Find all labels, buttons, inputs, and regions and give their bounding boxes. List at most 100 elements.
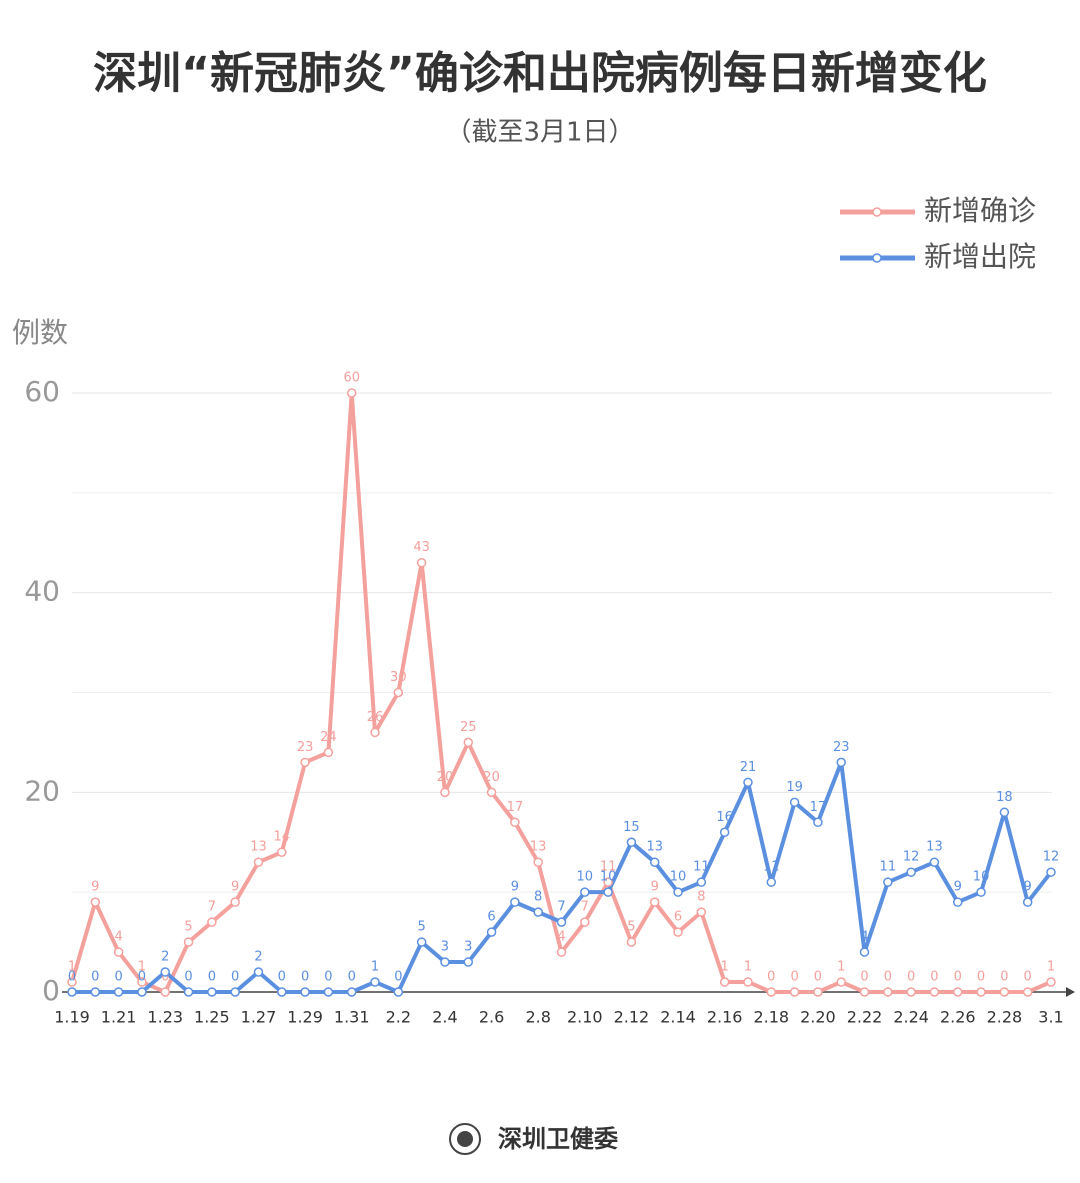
data-label: 0 [184,970,192,985]
data-point [113,947,124,957]
data-label: 4 [860,930,868,945]
data-point [556,947,567,957]
data-point [673,887,683,897]
data-point [253,967,264,977]
data-point [859,987,870,997]
data-point [1046,977,1056,987]
data-label: 15 [623,820,640,835]
x-tick-label: 1.31 [334,1008,370,1027]
y-axis-label: 例数 [12,316,68,349]
data-label: 0 [324,970,332,985]
data-point [766,877,777,887]
data-point [183,937,194,947]
data-label: 8 [534,890,542,905]
data-label: 21 [740,760,757,775]
data-point [789,797,800,808]
x-tick-label: 2.28 [987,1008,1023,1027]
data-point [556,917,567,927]
data-label: 9 [91,880,99,895]
data-point [603,877,613,887]
data-label: 24 [320,730,337,745]
data-label: 0 [91,970,99,985]
data-label: 0 [138,970,146,985]
x-tick-label: 2.6 [479,1008,504,1027]
data-label: 9 [954,880,962,895]
data-label: 3 [464,940,472,955]
data-point [789,987,800,997]
x-tick-label: 2.18 [753,1008,789,1027]
data-label: 18 [996,790,1013,805]
x-tick-label: 2.26 [940,1008,976,1027]
data-label: 5 [627,920,635,935]
data-point [719,827,730,838]
data-label: 0 [814,970,822,985]
data-point [673,927,683,937]
data-label: 0 [767,970,775,985]
data-point [207,917,217,927]
data-point [300,987,310,997]
data-label: 13 [926,840,943,855]
data-label: 0 [394,970,402,985]
data-point [1022,897,1033,907]
data-label: 9 [231,880,239,895]
data-point [137,987,147,997]
data-label: 0 [278,970,286,985]
data-point [510,897,520,907]
chart-subtitle: （截至3月1日） [445,118,634,148]
data-label: 8 [697,890,705,905]
data-label: 26 [367,710,384,725]
data-label: 5 [418,920,426,935]
data-point [370,727,380,738]
data-point [603,887,613,897]
data-label: 5 [184,920,192,935]
data-point [253,857,264,867]
data-label: 16 [716,810,733,825]
data-point [580,917,590,927]
data-label: 6 [487,910,495,925]
x-tick-label: 2.8 [525,1008,550,1027]
data-label: 1 [371,960,379,975]
data-point [137,977,147,987]
data-point [649,857,660,867]
data-label: 30 [390,670,407,685]
data-point [533,907,543,917]
data-point [486,927,497,937]
data-point [463,737,474,748]
data-label: 1 [837,960,845,975]
x-tick-label: 3.1 [1038,1008,1063,1027]
data-point [859,947,870,957]
data-point [976,887,986,897]
data-label: 0 [907,970,915,985]
data-label: 1 [744,960,752,975]
legend-label: 新增确诊 [924,194,1036,227]
data-point [230,987,240,997]
data-label: 4 [114,930,122,945]
data-label: 17 [507,800,524,815]
data-point [277,847,287,857]
data-point [393,987,404,997]
data-point [393,687,404,698]
data-point [999,987,1010,997]
data-label: 7 [557,900,565,915]
data-point [440,957,450,967]
data-point [67,977,77,987]
data-label: 3 [441,940,449,955]
data-point [346,987,357,997]
data-label: 9 [511,880,519,895]
data-label: 1 [1047,960,1055,975]
data-label: 2 [161,950,169,965]
x-tick-label: 1.27 [241,1008,277,1027]
data-label: 6 [674,910,682,925]
data-point [929,987,940,997]
data-point [346,388,357,398]
data-label: 13 [646,840,663,855]
y-tick-label: 20 [24,774,60,807]
data-label: 0 [208,970,216,985]
x-tick-label: 2.16 [707,1008,743,1027]
data-point [696,907,707,917]
data-point [626,837,637,847]
data-point [67,987,77,997]
data-label: 11 [763,860,780,875]
data-label: 13 [250,840,267,855]
data-point [953,987,963,997]
